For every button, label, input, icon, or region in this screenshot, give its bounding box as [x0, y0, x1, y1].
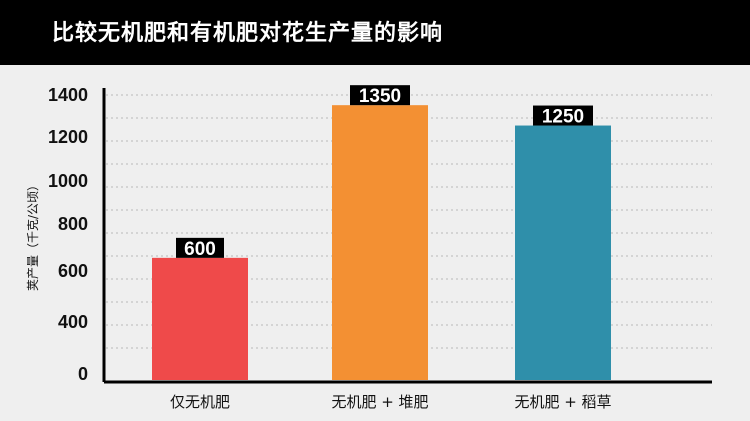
data-labels: 600 1350 1250 — [176, 85, 593, 260]
data-label: 1350 — [359, 86, 401, 107]
bar — [332, 105, 428, 380]
y-tick-labels: 0 400 600 800 1000 1200 1400 — [48, 85, 88, 384]
bars — [152, 105, 611, 381]
data-label-box — [176, 237, 224, 258]
x-category-labels: 仅无机肥 无机肥 + 堆肥 无机肥 + 稻草 — [170, 393, 612, 411]
title-bar: 比较无机肥和有机肥对花生产量的影响 — [0, 0, 750, 65]
x-category-label: 无机肥 + 稻草 — [514, 393, 611, 411]
data-label-box — [533, 105, 593, 126]
data-label: 600 — [184, 239, 216, 260]
y-tick-label: 600 — [58, 261, 88, 281]
data-label-box — [350, 85, 410, 106]
y-axis-label: 荚产量（千克/公顷） — [26, 179, 40, 291]
y-tick-label: 1400 — [48, 85, 88, 105]
y-tick-label: 1200 — [48, 127, 88, 147]
chart-title: 比较无机肥和有机肥对花生产量的影响 — [52, 21, 444, 46]
data-label: 1250 — [542, 107, 584, 128]
x-category-label: 无机肥 + 堆肥 — [331, 393, 428, 411]
bar — [152, 257, 248, 380]
y-tick-label: 1000 — [48, 171, 88, 191]
y-tick-label: 0 — [78, 364, 88, 384]
bar — [515, 125, 611, 381]
x-category-label: 仅无机肥 — [170, 393, 230, 411]
y-tick-label: 800 — [58, 214, 88, 234]
y-tick-label: 400 — [58, 312, 88, 332]
